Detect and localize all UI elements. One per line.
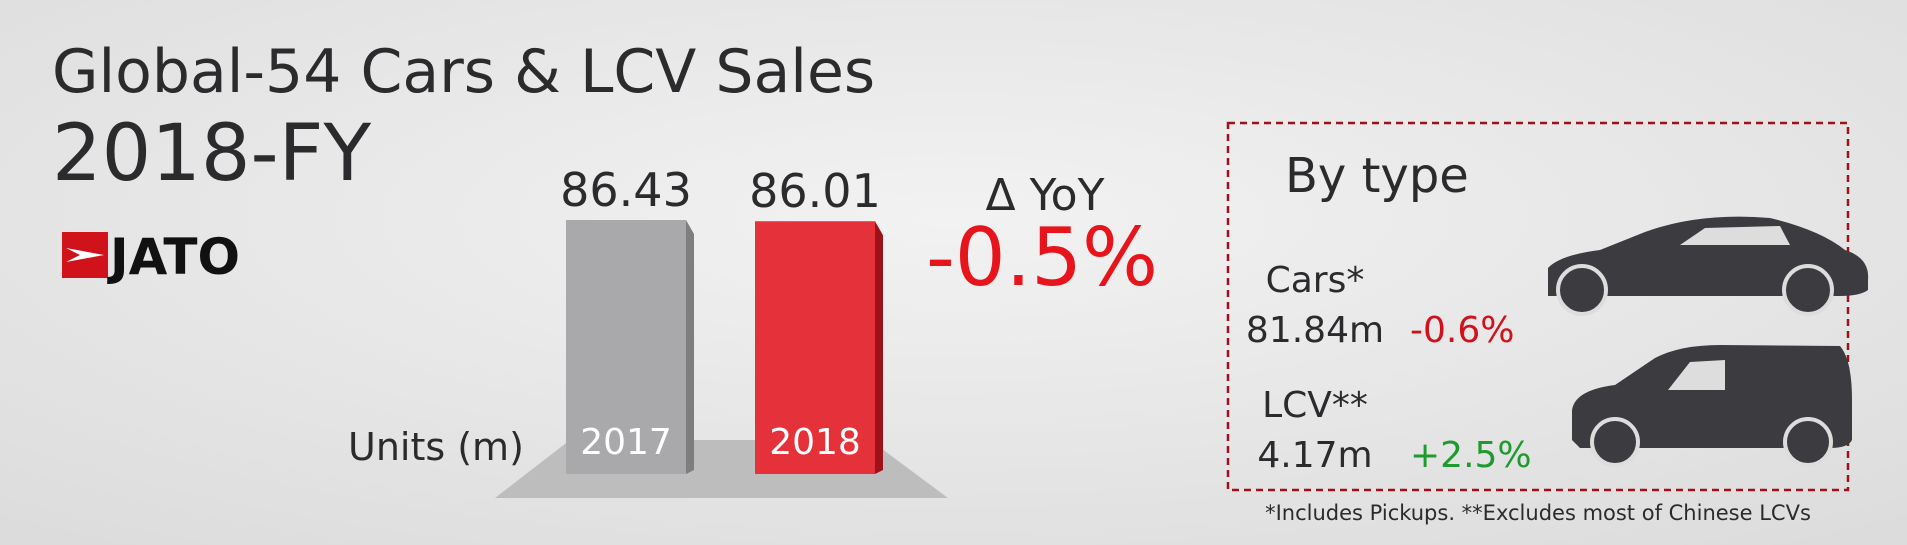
car-wheel [1556, 264, 1608, 316]
bar-side [875, 221, 883, 474]
car-wheel [1782, 264, 1834, 316]
by-type-title: By type [1285, 148, 1469, 204]
by-type-rows: Cars* 81.84m -0.6% LCV** 4.17m +2.5% [1246, 260, 1532, 476]
logo-arrow [66, 248, 104, 262]
car-window [1680, 226, 1790, 245]
bar [566, 220, 686, 474]
bar-side [686, 220, 694, 474]
logo-text: JATO [107, 228, 240, 286]
by-type-box [1226, 121, 1850, 492]
value-label: 86.01 [749, 164, 881, 218]
value-label: 86.43 [560, 163, 692, 217]
type-volume: 4.17m [1257, 435, 1372, 476]
category-label: 2017 [580, 422, 672, 463]
logo: JATO [62, 228, 240, 286]
footnote: *Includes Pickups. **Excludes most of Ch… [1265, 501, 1811, 525]
van-icon [1572, 345, 1852, 467]
title: Global-54 Cars & LCV Sales [52, 37, 875, 107]
type-name: LCV** [1262, 385, 1368, 426]
van-window [1668, 360, 1725, 390]
y-axis-label: Units (m) [348, 425, 524, 469]
bar [755, 221, 875, 474]
van-wheel [1590, 417, 1640, 467]
van-body [1572, 345, 1852, 448]
van-wheel [1783, 417, 1833, 467]
category-label: 2018 [769, 422, 861, 463]
type-volume: 81.84m [1246, 310, 1384, 351]
type-name: Cars* [1266, 260, 1365, 301]
subtitle: 2018-FY [52, 109, 372, 199]
bars: 86.43 2017 86.01 2018 [560, 163, 883, 474]
type-change: +2.5% [1410, 435, 1532, 476]
yoy-value: -0.5% [926, 211, 1158, 304]
type-change: -0.6% [1410, 310, 1514, 351]
car-icon [1548, 216, 1869, 316]
yoy-label: Δ YoY [986, 170, 1105, 221]
